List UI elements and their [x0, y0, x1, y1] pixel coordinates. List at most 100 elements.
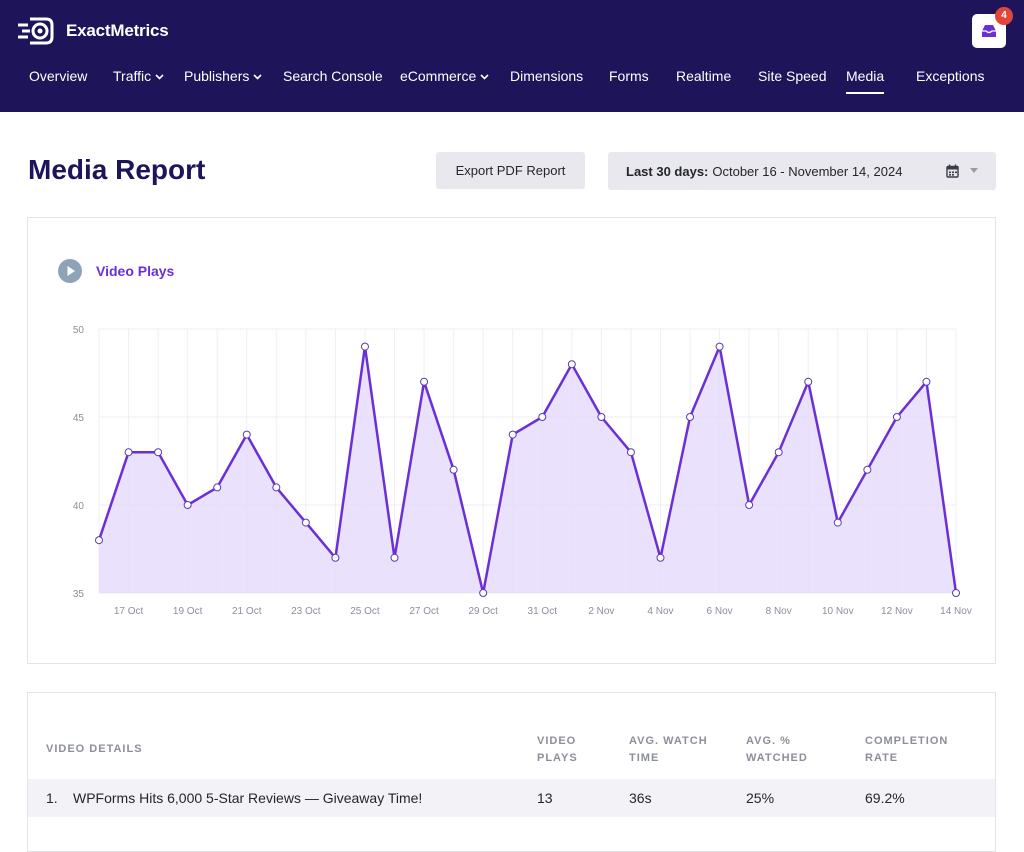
data-point [922, 377, 931, 386]
x-tick-label: 14 Nov [940, 606, 972, 617]
x-tick-label: 6 Nov [707, 606, 733, 617]
data-point [597, 413, 606, 421]
series-area [99, 346, 956, 593]
x-tick-label: 19 Oct [173, 606, 203, 617]
x-tick-label: 31 Oct [528, 606, 558, 617]
caret-down-icon [970, 168, 978, 173]
brand-name: ExactMetrics [66, 21, 169, 40]
x-tick-label: 17 Oct [114, 606, 144, 617]
nav-label: Dimensions [510, 68, 584, 84]
x-tick-label: 29 Oct [468, 606, 498, 617]
data-point [715, 342, 724, 351]
data-point [892, 413, 901, 421]
data-point [863, 465, 872, 474]
inbox-icon [982, 25, 996, 37]
x-tick-label: 27 Oct [409, 606, 439, 617]
x-tick-label: 4 Nov [647, 606, 673, 617]
header-line: COMPLETION [865, 735, 949, 747]
nav-traffic[interactable]: Traffic [113, 60, 164, 94]
x-tick-label: 23 Oct [291, 606, 321, 617]
data-point [774, 448, 783, 457]
data-point [420, 377, 429, 386]
y-tick-label: 40 [73, 501, 85, 512]
header-avg-watched[interactable]: AVG. % WATCHED [746, 733, 808, 767]
play-icon [58, 259, 82, 283]
data-point [508, 430, 517, 439]
data-point [567, 360, 576, 369]
data-point [686, 413, 695, 421]
header-line: VIDEO [537, 735, 577, 747]
nav-label: Realtime [676, 68, 732, 84]
video-title[interactable]: WPForms Hits 6,000 5-Star Reviews — Give… [73, 790, 423, 806]
data-point [804, 377, 813, 386]
data-point [154, 448, 163, 457]
page-title: Media Report [28, 154, 206, 185]
nav-exceptions[interactable]: Exceptions [916, 60, 984, 94]
brand-logo[interactable]: ExactMetrics [16, 14, 169, 48]
nav-label: Overview [29, 68, 88, 84]
nav-overview[interactable]: Overview [29, 60, 87, 94]
header-line: PLAYS [537, 752, 578, 764]
video-details-table: VIDEO DETAILS VIDEO PLAYS AVG. WATCH TIM… [27, 692, 996, 852]
series-line [97, 345, 958, 595]
completion-rate: 69.2% [865, 790, 905, 806]
header-video-details[interactable]: VIDEO DETAILS [46, 741, 143, 758]
date-range-prefix: Last 30 days: [626, 163, 709, 179]
table-row[interactable]: 1. WPForms Hits 6,000 5-Star Reviews — G… [28, 779, 995, 817]
chevron-down-icon [480, 74, 489, 80]
nav-dimensions[interactable]: Dimensions [510, 60, 583, 94]
y-tick-label: 35 [73, 589, 85, 600]
exactmetrics-logo-icon [18, 17, 54, 45]
data-point [183, 501, 192, 509]
nav-label: eCommerce [400, 68, 477, 84]
nav-ecommerce[interactable]: eCommerce [400, 60, 489, 94]
top-header: ExactMetrics 4 Overview Traffic Publishe… [0, 0, 1024, 112]
nav-forms[interactable]: Forms [609, 60, 649, 94]
nav-search-console[interactable]: Search Console [283, 60, 383, 94]
report-nav: Overview Traffic Publishers Search Conso… [0, 60, 1024, 100]
data-point [124, 448, 133, 457]
export-pdf-button[interactable]: Export PDF Report [436, 152, 585, 189]
header-video-plays[interactable]: VIDEO PLAYS [537, 733, 578, 767]
data-point [745, 501, 754, 509]
nav-label: Publishers [184, 68, 250, 84]
data-point [360, 342, 369, 351]
nav-label: Exceptions [916, 68, 985, 84]
data-point [479, 589, 488, 597]
header-line: RATE [865, 752, 899, 764]
chart-heading: Video Plays [58, 259, 174, 283]
x-tick-label: 21 Oct [232, 606, 262, 617]
y-tick-label: 45 [73, 413, 85, 424]
avg-watched: 25% [746, 790, 775, 806]
header-line: WATCHED [746, 752, 808, 764]
nav-publishers[interactable]: Publishers [184, 60, 262, 94]
data-point [272, 483, 281, 492]
y-tick-label: 50 [73, 325, 85, 336]
nav-label: Search Console [283, 68, 383, 84]
x-tick-label: 12 Nov [881, 606, 913, 617]
x-tick-label: 10 Nov [822, 606, 854, 617]
data-point [390, 553, 399, 562]
nav-media[interactable]: Media [846, 60, 885, 94]
data-point [449, 465, 458, 474]
chart-title: Video Plays [96, 263, 175, 279]
video-plays: 13 [537, 790, 553, 806]
nav-realtime[interactable]: Realtime [676, 60, 731, 94]
x-tick-label: 2 Nov [588, 606, 614, 617]
notifications-button[interactable]: 4 [972, 7, 1013, 48]
data-point [95, 536, 103, 545]
data-point [538, 413, 547, 421]
header-line: AVG. WATCH [629, 735, 708, 747]
nav-label: Traffic [113, 68, 152, 84]
calendar-icon [946, 164, 959, 178]
header-completion-rate[interactable]: COMPLETION RATE [865, 733, 948, 767]
date-range-picker[interactable]: Last 30 days: October 16 - November 14, … [608, 152, 996, 190]
video-plays-panel: Video Plays 35 40 45 50 17 Oct 19 Oct 21 Oct 23… [27, 217, 996, 664]
video-plays-chart: 35 40 45 50 17 Oct 19 Oct 21 Oct 23 Oct 25 Oct 27… [73, 325, 972, 617]
header-line: VIDEO DETAILS [46, 743, 143, 755]
nav-site-speed[interactable]: Site Speed [758, 60, 827, 94]
notification-badge: 4 [995, 7, 1013, 25]
data-point [833, 518, 842, 527]
header-avg-watch-time[interactable]: AVG. WATCH TIME [629, 733, 708, 767]
data-point [626, 448, 635, 457]
